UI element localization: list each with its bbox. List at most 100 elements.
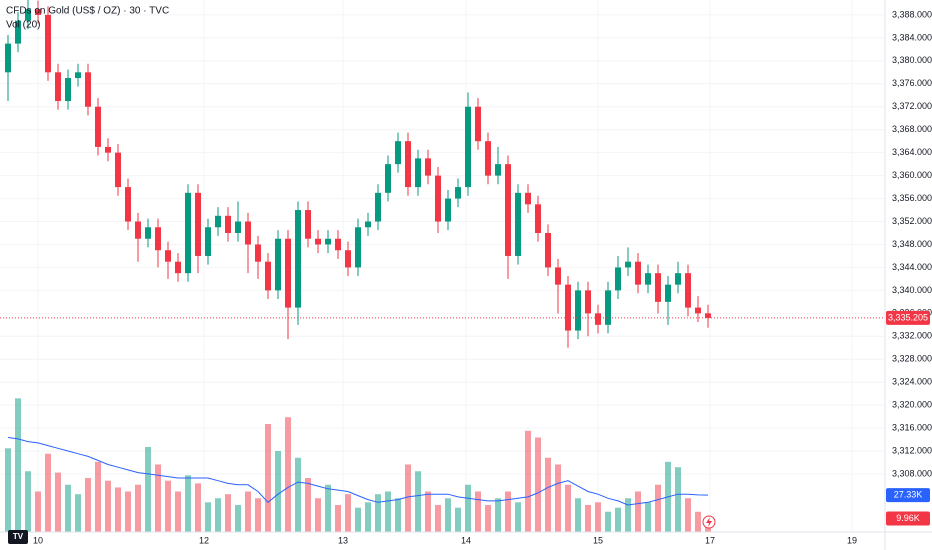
volume-bar [505, 491, 511, 532]
volume-bar [235, 505, 241, 532]
candle-body [45, 14, 51, 73]
candle-body [95, 106, 101, 147]
x-tick-label: 13 [338, 535, 348, 545]
candle-body [625, 261, 631, 268]
volume-bar [5, 448, 11, 532]
volume-bar [195, 483, 201, 532]
candle-body [85, 72, 91, 107]
volume-bar [475, 491, 481, 532]
volume-bar [655, 484, 661, 532]
volume-ma-label: 27.33K [894, 489, 923, 499]
volume-bar [45, 453, 51, 532]
x-tick-label: 17 [705, 535, 715, 545]
volume-bar [565, 484, 571, 532]
volume-bar [285, 417, 291, 532]
candle-body [355, 227, 361, 268]
candle-body [155, 227, 161, 251]
x-tick-label: 12 [199, 535, 209, 545]
candle-body [525, 192, 531, 205]
volume-bar [615, 507, 621, 532]
volume-bar [245, 491, 251, 532]
y-tick-label: 3,372.000 [892, 101, 932, 111]
volume-bar [35, 491, 41, 532]
volume-bar [345, 494, 351, 532]
volume-bar [645, 502, 651, 532]
y-tick-label: 3,368.000 [892, 124, 932, 134]
candle-body [565, 284, 571, 331]
last-volume-box [886, 511, 930, 526]
candle-body [245, 221, 251, 245]
y-tick-label: 3,348.000 [892, 239, 932, 249]
y-tick-label: 3,316.000 [892, 423, 932, 433]
volume-bar [375, 494, 381, 532]
volume-bar [685, 498, 691, 532]
last-volume-label: 9.96K [896, 513, 920, 523]
x-tick-label: 14 [461, 535, 471, 545]
volume-bar [275, 451, 281, 532]
replay-icon[interactable] [702, 515, 716, 529]
candle-body [315, 238, 321, 245]
volume-bar [205, 502, 211, 532]
volume-bar [225, 494, 231, 532]
candle-body [135, 221, 141, 239]
volume-bar [265, 424, 271, 532]
candle-body [435, 175, 441, 222]
volume-bar [215, 498, 221, 532]
last-price-box [886, 310, 930, 325]
candle-body [655, 273, 661, 302]
y-tick-label: 3,352.000 [892, 216, 932, 226]
candle-body [595, 313, 601, 325]
candle-body [115, 152, 121, 188]
candle-body [25, 9, 31, 21]
candle-body [495, 164, 501, 176]
candle-body [585, 290, 591, 314]
candle-body [455, 187, 461, 199]
candle-body [185, 192, 191, 274]
volume-bar [485, 505, 491, 532]
y-tick-label: 3,356.000 [892, 193, 932, 203]
volume-bar [575, 498, 581, 532]
candle-body [445, 198, 451, 222]
volume-bar [395, 498, 401, 532]
last-price-label: 3,335.205 [888, 312, 928, 322]
volume-bar [145, 446, 151, 532]
volume-bar [385, 491, 391, 532]
volume-bar [435, 505, 441, 532]
candle-body [145, 227, 151, 239]
candle-body [65, 78, 71, 102]
candle-body [215, 215, 221, 228]
chart-title: CFDs on Gold (US$ / OZ) · 30 · TVC [6, 6, 169, 17]
x-tick-label: 19 [847, 535, 857, 545]
candle-body [265, 261, 271, 291]
x-tick-label: 10 [33, 535, 43, 545]
y-tick-label: 3,384.000 [892, 32, 932, 42]
candle-body [415, 158, 421, 188]
volume-bar [635, 491, 641, 532]
volume-bar [15, 398, 21, 532]
candle-body [35, 9, 41, 15]
volume-bar [255, 498, 261, 532]
volume-bar [185, 475, 191, 532]
candle-body [635, 261, 641, 285]
volume-bar [525, 430, 531, 532]
candle-body [15, 20, 21, 44]
candle-body [485, 141, 491, 176]
y-tick-label: 3,324.000 [892, 377, 932, 387]
candle-body [255, 244, 261, 262]
y-tick-label: 3,380.000 [892, 55, 932, 65]
volume-bar [595, 502, 601, 532]
volume-ma-box [886, 488, 930, 503]
volume-bar [625, 498, 631, 532]
y-tick-label: 3,332.000 [892, 331, 932, 341]
y-tick-label: 3,328.000 [892, 354, 932, 364]
candle-body [575, 290, 581, 331]
volume-bar [315, 498, 321, 532]
y-tick-label: 3,388.000 [892, 9, 932, 19]
candle-body [685, 273, 691, 308]
y-tick-label: 3,360.000 [892, 170, 932, 180]
volume-bar [425, 491, 431, 532]
candle-body [165, 250, 171, 262]
candle-body [325, 238, 331, 245]
candle-body [305, 210, 311, 239]
